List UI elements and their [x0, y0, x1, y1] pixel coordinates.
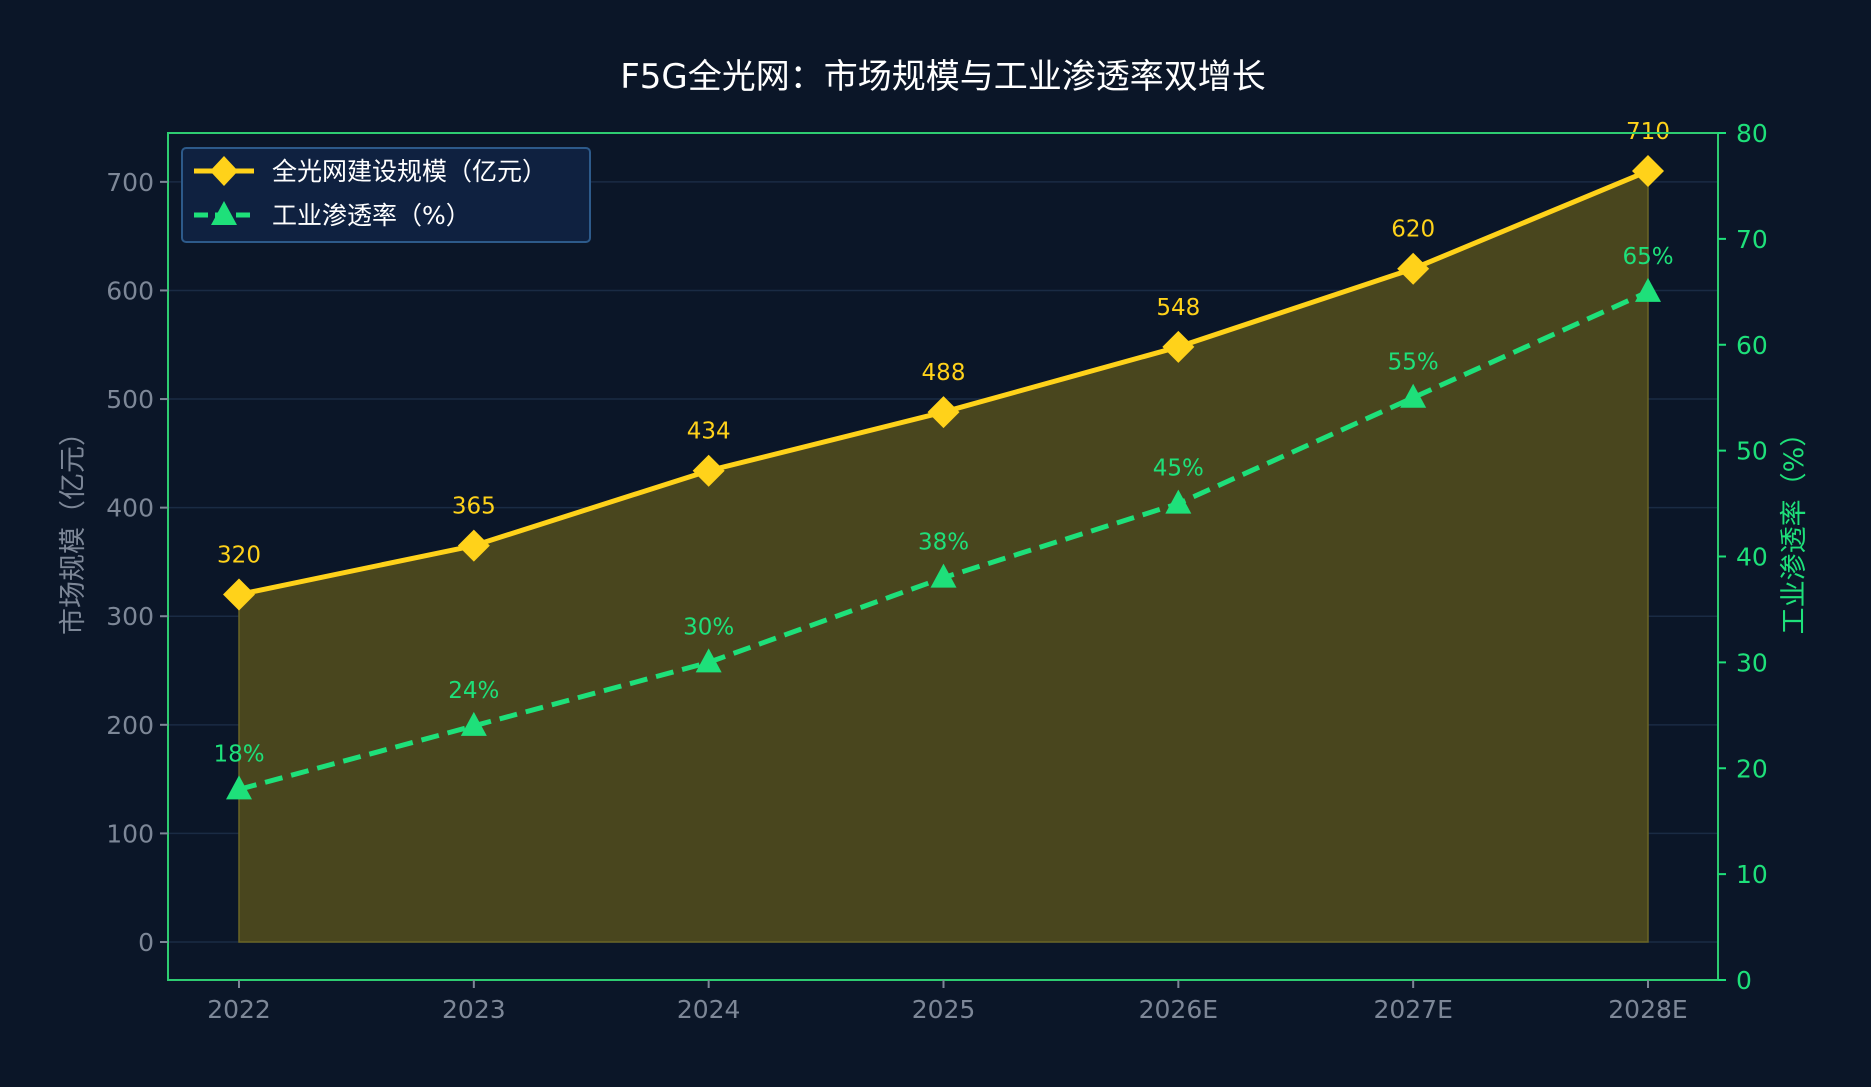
y-axis-right-label: 工业渗透率（%） — [1779, 420, 1810, 635]
data-label-penetration: 55% — [1388, 350, 1439, 376]
y-left-tick-label: 100 — [106, 819, 154, 848]
y-right-tick-label: 0 — [1736, 966, 1752, 995]
legend-label-green: 工业渗透率（%） — [272, 201, 471, 230]
data-point-market-size — [927, 396, 960, 429]
y-left-tick-label: 200 — [106, 711, 154, 740]
y-left-tick-label: 500 — [106, 385, 154, 414]
data-label-penetration: 38% — [918, 530, 969, 556]
y-right-tick-label: 30 — [1736, 648, 1768, 677]
y-right-tick-label: 60 — [1736, 331, 1768, 360]
data-point-market-size — [692, 454, 725, 487]
x-tick-label: 2025 — [912, 995, 976, 1024]
data-label-penetration: 45% — [1153, 456, 1204, 482]
x-tick-label: 2023 — [442, 995, 506, 1024]
x-tick-label: 2027E — [1373, 995, 1452, 1024]
x-tick-label: 2024 — [677, 995, 741, 1024]
data-point-penetration — [226, 775, 252, 800]
legend: 全光网建设规模（亿元） 工业渗透率（%） — [181, 147, 591, 243]
x-tick-label: 2022 — [207, 995, 271, 1024]
data-point-market-size — [1632, 155, 1664, 188]
series-layer: 32036543448854862071018%24%30%38%45%55%6… — [213, 119, 1674, 800]
y-left-tick-label: 0 — [138, 928, 154, 957]
data-point-penetration — [460, 711, 487, 736]
y-right-tick-label: 50 — [1736, 437, 1768, 466]
data-point-market-size — [1162, 330, 1195, 363]
y-right-tick-label: 40 — [1736, 543, 1768, 572]
legend-triangle-marker — [211, 201, 237, 225]
data-label-penetration: 65% — [1622, 244, 1673, 270]
data-point-penetration — [1635, 277, 1661, 302]
data-point-penetration — [695, 648, 722, 673]
chart-title: F5G全光网：市场规模与工业渗透率双增长 — [620, 57, 1266, 97]
y-right-tick-label: 70 — [1736, 225, 1768, 254]
data-label-market-size: 620 — [1391, 217, 1435, 243]
data-point-market-size — [457, 529, 490, 562]
x-tick-label: 2028E — [1608, 995, 1687, 1024]
data-label-penetration: 18% — [213, 741, 264, 767]
y-left-tick-label: 300 — [106, 602, 154, 631]
data-point-penetration — [1400, 383, 1427, 408]
axes-layer: 0 100 200 300 400 500 600 700 0 10 20 30 40 50 60 70 80 2… — [106, 119, 1768, 1024]
legend-box — [181, 147, 591, 243]
data-label-market-size: 488 — [922, 360, 966, 386]
data-point-market-size — [1397, 252, 1430, 285]
y-axis-left-label: 市场规模（亿元） — [58, 419, 89, 635]
data-label-market-size: 365 — [452, 494, 496, 520]
data-label-penetration: 24% — [448, 678, 499, 704]
y-left-tick-label: 400 — [106, 494, 154, 523]
data-point-penetration — [1165, 489, 1192, 514]
data-point-market-size — [223, 578, 255, 611]
y-right-tick-label: 80 — [1736, 119, 1768, 148]
y-right-tick-label: 20 — [1736, 754, 1768, 783]
y-right-tick-label: 10 — [1736, 860, 1768, 889]
data-label-penetration: 30% — [683, 614, 734, 640]
data-label-market-size: 434 — [687, 419, 731, 445]
y-left-tick-label: 600 — [106, 276, 154, 305]
data-label-market-size: 548 — [1156, 295, 1200, 321]
data-point-penetration — [930, 563, 957, 588]
y-left-tick-label: 700 — [106, 168, 154, 197]
data-label-market-size: 320 — [217, 543, 261, 569]
x-tick-label: 2026E — [1139, 995, 1218, 1024]
legend-label-gold: 全光网建设规模（亿元） — [272, 157, 547, 186]
legend-diamond-marker — [210, 156, 238, 186]
